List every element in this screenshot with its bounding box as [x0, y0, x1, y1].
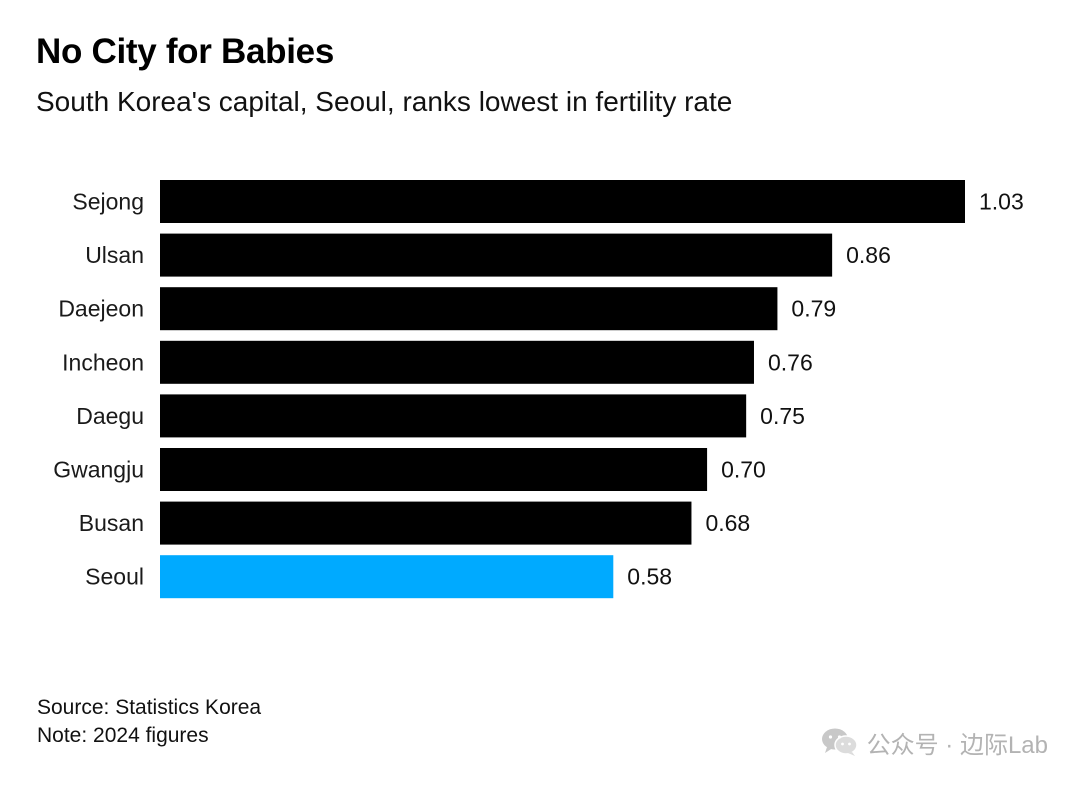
chart-subtitle: South Korea's capital, Seoul, ranks lowe…: [36, 86, 733, 117]
watermark-text: 公众号 · 边际Lab: [866, 731, 1048, 759]
category-label-incheon: Incheon: [62, 349, 144, 375]
category-label-daegu: Daegu: [76, 403, 144, 429]
watermark: 公众号 · 边际Lab: [821, 722, 1048, 762]
bar-sejong: [160, 180, 965, 223]
figures-note: Note: 2024 figures: [37, 724, 209, 747]
value-label-sejong: 1.03: [979, 189, 1024, 215]
bar-daegu: [160, 394, 747, 438]
category-label-gwangju: Gwangju: [53, 457, 144, 483]
bar-gwangju: [160, 448, 708, 491]
category-label-ulsan: Ulsan: [85, 242, 144, 268]
bar-chart: Sejong 1.03 Ulsan 0.86 Daejeon 0.79 Incheon 0.7…: [53, 180, 1024, 599]
bar-ulsan: [160, 233, 833, 277]
source-note: Source: Statistics Korea: [37, 696, 262, 719]
bar-busan: [160, 501, 692, 545]
category-label-busan: Busan: [79, 510, 144, 536]
bar-daejeon: [160, 287, 778, 331]
category-label-sejong: Sejong: [72, 189, 144, 215]
category-label-seoul: Seoul: [85, 564, 144, 590]
value-label-daejeon: 0.79: [791, 296, 836, 322]
bar-seoul: [160, 555, 614, 599]
value-label-daegu: 0.75: [760, 403, 805, 429]
wechat-icon: [821, 728, 858, 756]
value-label-gwangju: 0.70: [721, 457, 766, 483]
category-label-daejeon: Daejeon: [58, 296, 144, 322]
value-label-seoul: 0.58: [627, 564, 672, 590]
chart-title: No City for Babies: [36, 32, 334, 71]
bar-incheon: [160, 340, 754, 384]
value-label-ulsan: 0.86: [846, 242, 891, 268]
value-label-busan: 0.68: [705, 510, 750, 536]
value-label-incheon: 0.76: [768, 349, 813, 375]
